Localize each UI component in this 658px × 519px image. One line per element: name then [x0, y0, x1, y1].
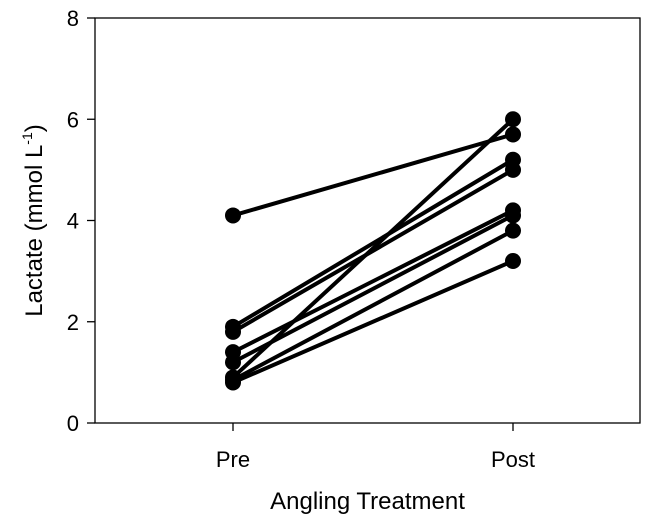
- y-axis-title-main: Lactate (mmol L: [21, 145, 48, 317]
- y-axis-title-superscript: -1: [19, 132, 35, 145]
- data-point: [225, 323, 241, 340]
- y-axis-title-close: ): [21, 124, 48, 132]
- x-tick-label: Pre: [216, 447, 250, 472]
- y-tick-label: 8: [67, 6, 79, 31]
- y-tick-label: 0: [67, 411, 79, 436]
- data-point: [505, 222, 521, 239]
- y-axis-ticks: 0 2 4 6 8: [67, 6, 95, 436]
- series-line: [231, 117, 515, 380]
- data-point: [225, 207, 241, 224]
- y-tick-label: 4: [67, 209, 79, 234]
- series-line: [231, 157, 515, 329]
- data-point: [505, 253, 521, 269]
- series-line: [231, 259, 515, 385]
- series-line: [231, 208, 515, 355]
- series-points: [225, 111, 521, 391]
- data-point: [505, 161, 521, 178]
- plot-frame: [94, 17, 641, 424]
- y-tick-label: 2: [67, 310, 79, 335]
- data-point: [225, 354, 241, 371]
- data-point: [505, 111, 521, 128]
- x-axis-ticks: Pre Post: [216, 423, 535, 472]
- data-point: [505, 207, 521, 224]
- data-point: [505, 126, 521, 143]
- x-tick-label: Post: [491, 447, 535, 472]
- y-tick-label: 6: [67, 107, 79, 132]
- x-axis-title: Angling Treatment: [270, 488, 465, 515]
- plot-border: [94, 17, 641, 424]
- y-axis-title: Lactate (mmol L-1): [19, 124, 48, 317]
- data-point: [225, 374, 241, 391]
- series-line: [231, 228, 515, 382]
- series-line: [231, 132, 515, 218]
- series-line: [231, 213, 515, 365]
- series-lines: [231, 117, 515, 385]
